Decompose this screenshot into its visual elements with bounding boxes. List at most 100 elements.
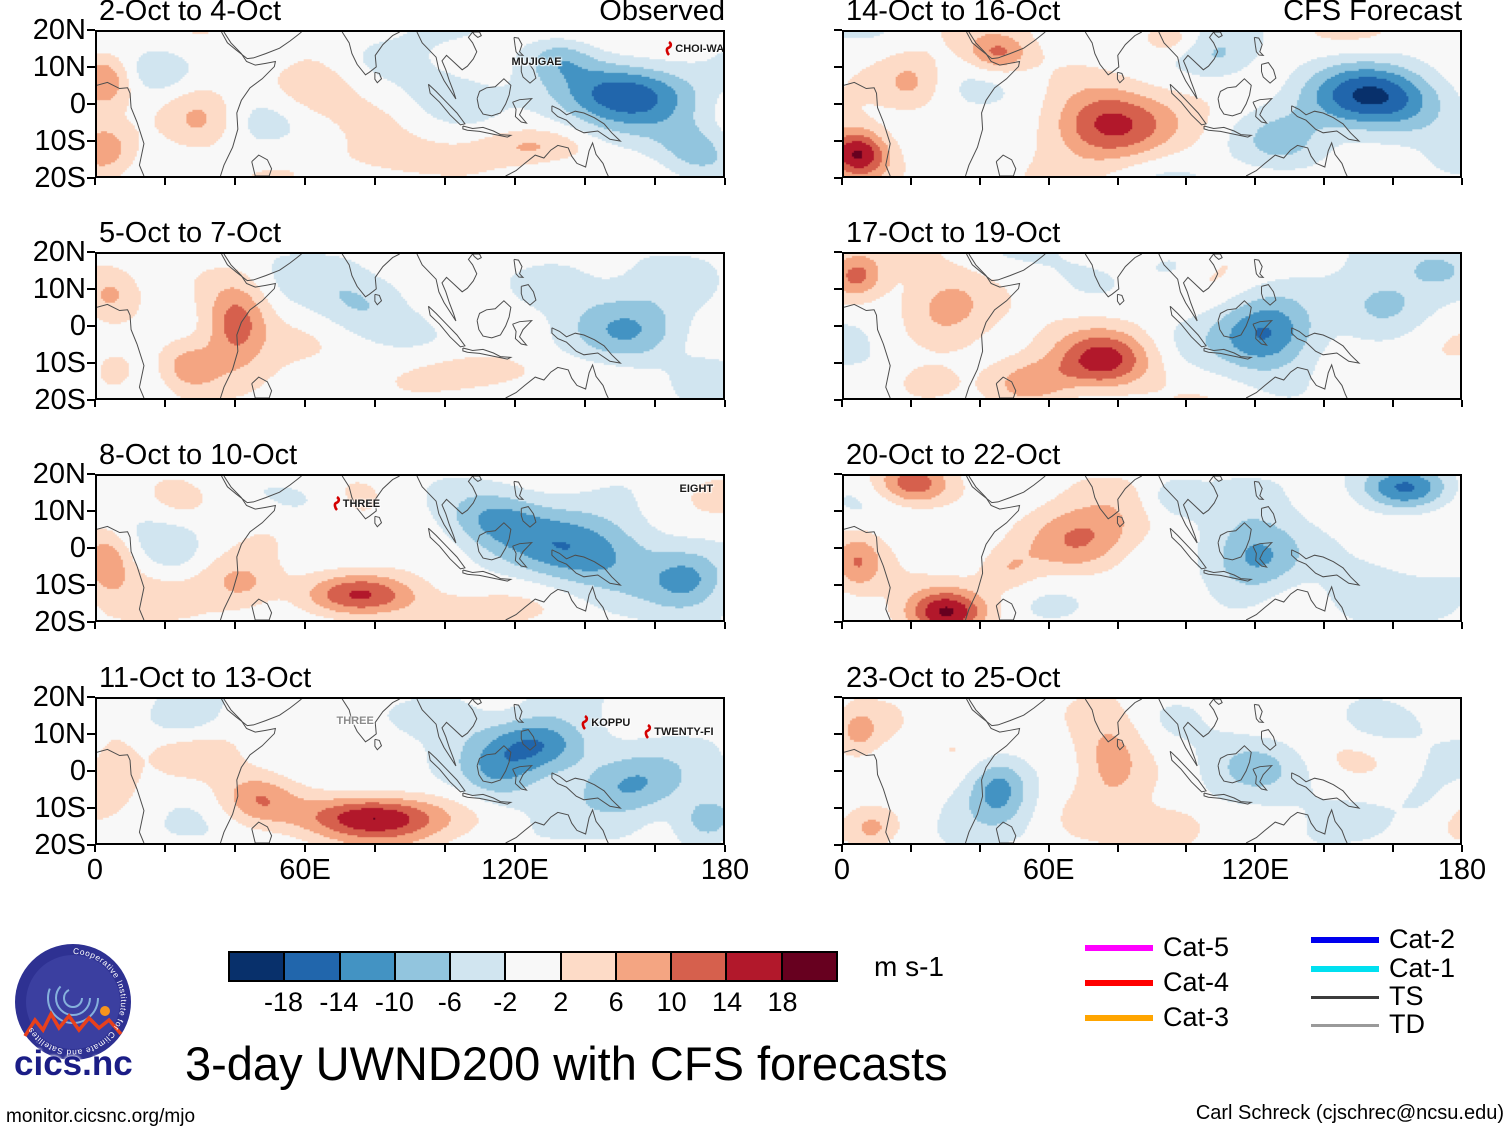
coastline-path (1170, 84, 1206, 125)
colorbar-tick-label: -18 (263, 987, 303, 1017)
lat-axis-tick (87, 325, 95, 327)
lon-tick-label: 60E (279, 854, 331, 886)
panel-title: 8-Oct to 10-Oct (99, 439, 298, 471)
panel-title: 14-Oct to 16-Oct (846, 0, 1061, 27)
coastline-path (220, 254, 275, 398)
coastline-path (1214, 254, 1223, 259)
storm-track-icon (333, 495, 340, 511)
lon-axis-tick (1047, 845, 1050, 852)
anomaly-field-canvas (844, 254, 1460, 398)
colorbar-cell (230, 953, 284, 980)
coastline-path (514, 481, 523, 499)
lat-axis-tick (834, 177, 842, 179)
coastline-path (521, 730, 536, 751)
lon-axis-tick (1461, 178, 1463, 185)
coastline-path (552, 550, 621, 585)
colorbar-tick-label: 6 (608, 987, 624, 1017)
lon-axis-tick (304, 400, 306, 407)
lon-tick-label: 0 (833, 854, 851, 886)
coastline-path (1085, 32, 1141, 75)
legend-label-cat-3: Cat-3 (1163, 1002, 1230, 1032)
coastline-path (552, 106, 621, 141)
coastline-path (428, 306, 465, 347)
legend-line-cat-4 (1085, 980, 1153, 986)
legend-label-cat-5: Cat-5 (1163, 932, 1230, 962)
lon-axis-tick (1116, 845, 1119, 852)
lat-tick-label: 20N (32, 458, 86, 490)
lon-axis-tick (164, 622, 166, 629)
lat-axis-tick (87, 733, 95, 735)
map-panel-8 (842, 697, 1462, 845)
coastline-path (844, 82, 890, 176)
lat-tick-label: 20N (32, 236, 86, 268)
lat-axis-tick (87, 547, 95, 549)
storm-label: THREE (336, 715, 374, 728)
coastline-path (1246, 810, 1347, 843)
storm-label: CHOI-WAN (675, 42, 725, 55)
storm-label: MUJIGAE (511, 55, 562, 68)
coastline-path (473, 254, 482, 259)
coastlines (844, 699, 1460, 843)
coastline-path (1214, 699, 1223, 704)
coastline-path (996, 155, 1016, 176)
coastline-path (1218, 746, 1251, 783)
coastline-path (844, 526, 890, 620)
coastline-path (477, 746, 511, 783)
lon-axis-tick (1185, 622, 1188, 629)
map-panel-4: THREE KOPPU TWENTY-FI (95, 697, 725, 845)
anomaly-field-canvas (97, 254, 723, 398)
coastline-path (342, 254, 399, 297)
coastline-path (463, 570, 511, 581)
coastline-path (417, 32, 477, 99)
coastline-path (252, 377, 272, 398)
lon-axis-tick (304, 845, 306, 852)
lat-tick-label: 10S (34, 347, 86, 379)
lat-axis-tick (87, 770, 95, 772)
coastline-path (513, 766, 532, 790)
storm-label: TWENTY-FI (654, 726, 714, 739)
colorbar-tick-label: -10 (374, 987, 414, 1017)
lat-axis-tick (834, 510, 842, 512)
coastlines (844, 32, 1460, 176)
coastline-path (375, 739, 382, 749)
lon-axis-tick (841, 845, 843, 852)
colorbar-cell (614, 953, 671, 980)
coastline-path (967, 254, 1046, 281)
lat-axis-tick (87, 29, 95, 31)
coastline-path (473, 476, 482, 481)
panel-title: 5-Oct to 7-Oct (99, 217, 282, 249)
coastline-path (506, 143, 609, 176)
lon-axis-tick (304, 622, 306, 629)
lat-tick-label: 10N (32, 718, 86, 750)
colorbar-tick-label: 18 (767, 987, 798, 1017)
lon-axis-tick (841, 178, 843, 185)
storm-track-icon (581, 715, 589, 730)
lon-axis-tick (841, 622, 843, 629)
map-panel-1: MUJIGAE CHOI-WAN (95, 30, 725, 178)
colorbar-tick-label: 10 (656, 987, 687, 1017)
colorbar-cell (670, 953, 726, 980)
lat-axis-tick (87, 584, 95, 586)
lon-axis-tick (444, 622, 446, 629)
lon-axis-tick (584, 622, 586, 629)
lat-tick-label: 20S (34, 829, 86, 861)
coastline-path (996, 377, 1016, 398)
lon-tick-label: 60E (1022, 854, 1075, 886)
coastline-path (222, 476, 302, 503)
lon-tick-label: 120E (1221, 854, 1290, 886)
logo-mountains-icon (23, 1010, 123, 1037)
lat-tick-label: 10S (34, 569, 86, 601)
legend-line-cat-1 (1311, 966, 1379, 972)
lat-axis-tick (834, 399, 842, 401)
lat-axis-tick (834, 103, 842, 105)
lat-axis-tick (87, 177, 95, 179)
coastline-path (1262, 285, 1276, 306)
coastline-path (428, 84, 465, 125)
lon-axis-tick (909, 400, 912, 407)
lon-axis-tick (304, 178, 306, 185)
lat-tick-label: 20S (34, 384, 86, 416)
lon-axis-tick (654, 400, 656, 407)
lat-axis-tick (834, 325, 842, 327)
lon-axis-tick (1254, 400, 1257, 407)
